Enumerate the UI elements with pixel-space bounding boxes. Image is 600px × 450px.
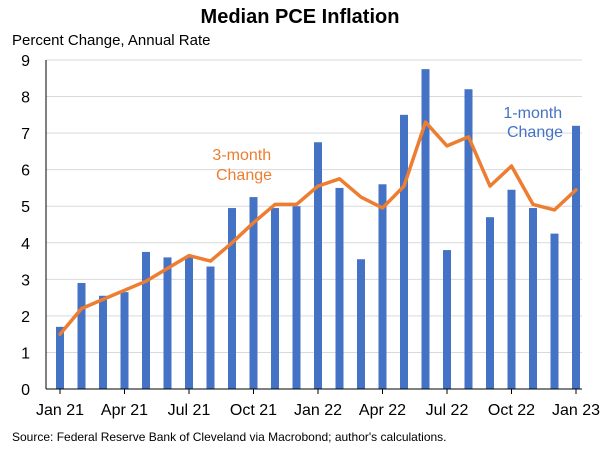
annotation-3-month: 3-month Change xyxy=(212,147,275,184)
y-tick-label: 9 xyxy=(21,53,30,70)
x-tick-label: Jul 21 xyxy=(168,402,211,419)
y-tick-label: 4 xyxy=(21,236,30,253)
line-3-month-path xyxy=(58,120,578,336)
x-tick-labels: Jan 21 Apr 21 Jul 21 Oct 21 Jan 22 Apr 22 Jul … xyxy=(36,402,600,419)
x-tick-label: Oct 21 xyxy=(230,402,277,419)
bar xyxy=(185,257,193,389)
x-tick-label: Oct 22 xyxy=(488,402,535,419)
chart-subtitle: Percent Change, Annual Rate xyxy=(12,32,210,49)
bar xyxy=(486,217,494,389)
x-tick-label: Jan 21 xyxy=(36,402,84,419)
bar xyxy=(335,187,344,389)
bar xyxy=(357,259,365,389)
source-note: Source: Federal Reserve Bank of Clevelan… xyxy=(12,430,447,444)
bar xyxy=(464,89,473,389)
annotation-1-month: 1-month Change xyxy=(503,105,566,141)
x-tick-label: Apr 22 xyxy=(359,402,406,419)
bar xyxy=(99,295,107,389)
bar xyxy=(206,266,215,389)
bar xyxy=(507,189,516,389)
bar xyxy=(421,69,430,389)
bar xyxy=(56,326,64,389)
bar xyxy=(142,251,150,389)
annotation-1-month-line1: 1-month xyxy=(503,105,562,122)
line-3-month xyxy=(58,120,578,336)
y-tick-label: 8 xyxy=(21,90,30,107)
bar xyxy=(163,257,172,389)
chart-title: Median PCE Inflation xyxy=(201,6,400,28)
bar xyxy=(77,282,86,389)
bar xyxy=(271,208,279,389)
bar xyxy=(378,184,387,389)
bar xyxy=(529,208,537,389)
bar xyxy=(314,142,322,389)
axes xyxy=(45,60,582,394)
y-tick-labels: 0 1 2 3 4 5 6 7 8 9 xyxy=(21,53,30,399)
y-tick-label: 5 xyxy=(21,199,30,216)
y-tick-label: 2 xyxy=(21,309,30,326)
x-tick-label: Jul 22 xyxy=(426,402,469,419)
annotation-1-month-line2: Change xyxy=(507,124,563,141)
bar xyxy=(572,125,580,390)
bar xyxy=(550,233,559,389)
bars-1-month xyxy=(56,69,580,390)
bar xyxy=(443,250,451,389)
x-tick-label: Apr 21 xyxy=(101,402,148,419)
y-tick-label: 7 xyxy=(21,126,30,143)
y-tick-label: 0 xyxy=(21,382,30,399)
y-tick-label: 1 xyxy=(21,345,30,362)
bar xyxy=(400,114,408,389)
y-tick-label: 3 xyxy=(21,272,30,289)
x-tick-label: Jan 23 xyxy=(552,402,600,419)
bar xyxy=(292,206,301,389)
bar xyxy=(120,292,129,389)
bar xyxy=(228,208,236,389)
bar xyxy=(249,197,258,389)
annotation-3-month-line2: Change xyxy=(216,167,272,184)
annotation-3-month-line1: 3-month xyxy=(212,147,271,164)
x-tick-label: Jan 22 xyxy=(294,402,342,419)
y-tick-label: 6 xyxy=(21,163,30,180)
